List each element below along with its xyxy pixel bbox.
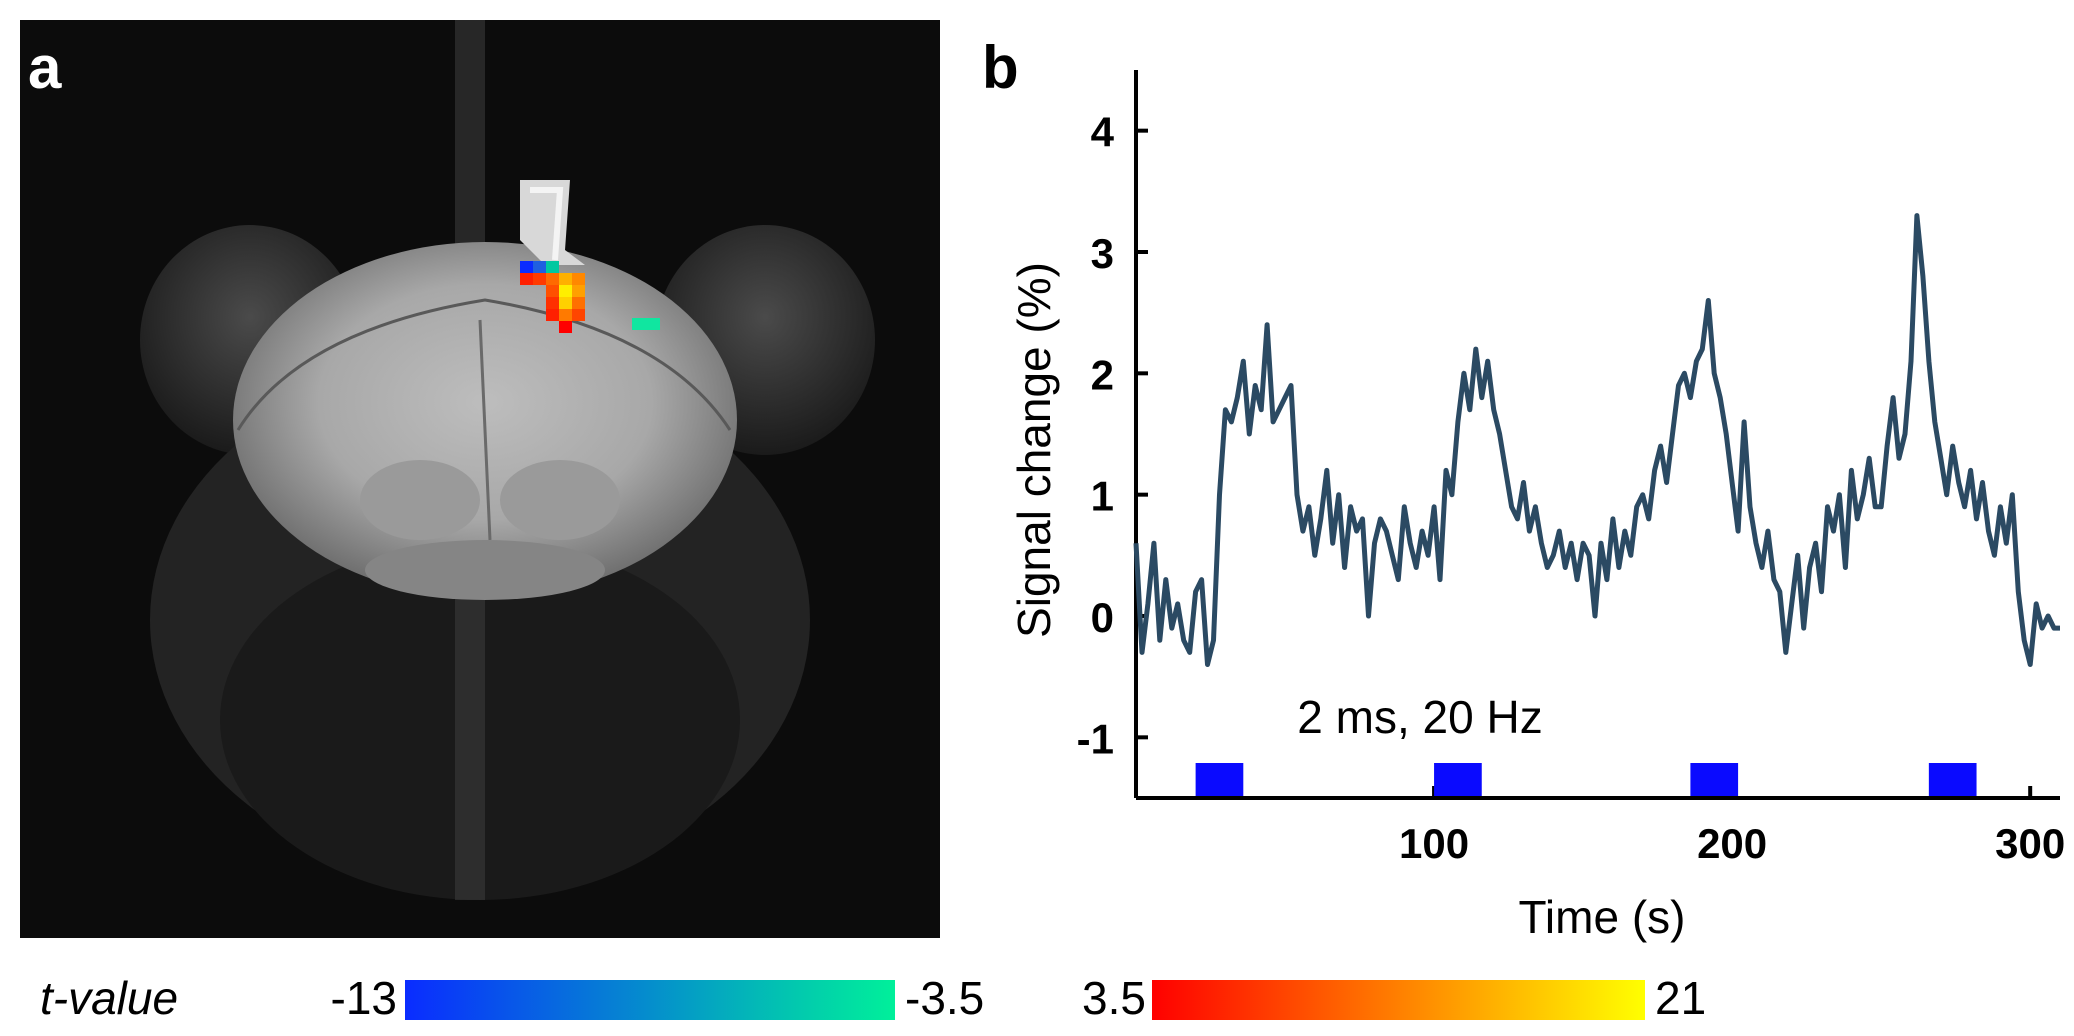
y-tick-label: 2 (1091, 351, 1114, 398)
activation-voxel (546, 285, 559, 297)
colorbar-positive-gradient (1152, 980, 1645, 1020)
activation-voxel (546, 261, 559, 273)
x-axis-label: Time (s) (1519, 891, 1686, 943)
activation-voxel (533, 261, 546, 273)
timecourse-chart: -1 0 1 2 3 4 100 200 300 (1077, 70, 2065, 867)
x-tick-label: 300 (1995, 820, 2065, 867)
activation-voxel (520, 273, 533, 285)
colorbar-negative-gradient (405, 980, 895, 1020)
activation-voxel (520, 261, 533, 273)
activation-voxel (559, 285, 572, 297)
activation-voxel (572, 273, 585, 285)
y-tick-label: 1 (1091, 473, 1114, 520)
activation-voxel (572, 309, 585, 321)
mri-brain-image (140, 20, 875, 900)
activation-voxel (559, 309, 572, 321)
stimulus-label: 2 ms, 20 Hz (1297, 691, 1542, 743)
x-tick-label: 100 (1399, 820, 1469, 867)
activation-voxel (546, 297, 559, 309)
activation-voxel (632, 318, 660, 330)
stimulus-block (1928, 763, 1977, 796)
activation-voxel (559, 273, 572, 285)
activation-voxel (572, 285, 585, 297)
activation-voxel (559, 321, 572, 333)
stimulus-block (1434, 763, 1482, 796)
panel-a-label: a (28, 34, 62, 101)
colorbar-neg-min: -13 (331, 972, 397, 1024)
colorbar-pos-max: 21 (1655, 972, 1706, 1024)
signal-line (1133, 213, 2060, 667)
y-tick-label: 4 (1091, 109, 1115, 156)
y-tick-label: -1 (1077, 715, 1114, 762)
stimulus-block (1195, 763, 1244, 796)
stimulus-block (1690, 763, 1739, 796)
colorbar-pos-min: 3.5 (1082, 972, 1146, 1024)
x-tick-label: 200 (1697, 820, 1767, 867)
panel-b-label: b (982, 34, 1019, 101)
activation-overlay (520, 261, 660, 333)
activation-voxel (533, 273, 546, 285)
activation-voxel (546, 273, 559, 285)
y-tick-label: 0 (1091, 594, 1114, 641)
colorbar-neg-max: -3.5 (905, 972, 984, 1024)
colorbar: t-value -13 -3.5 3.5 21 (40, 972, 1706, 1024)
y-tick-label: 3 (1091, 230, 1114, 277)
colorbar-title: t-value (40, 972, 178, 1024)
activation-voxel (572, 297, 585, 309)
activation-voxel (559, 297, 572, 309)
y-axis-label: Signal change (%) (1008, 262, 1060, 638)
activation-voxel (546, 309, 559, 321)
panel-a: a (20, 20, 940, 938)
